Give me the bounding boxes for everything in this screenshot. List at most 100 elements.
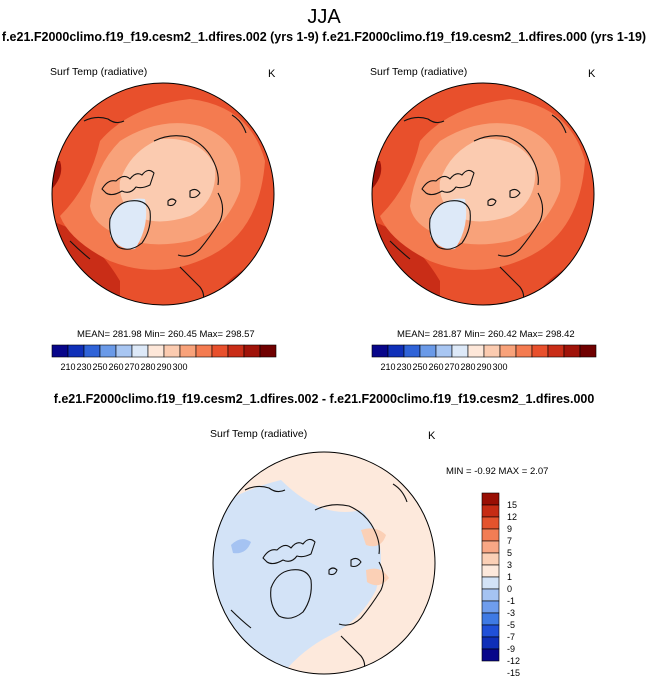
left-coastline bbox=[109, 200, 151, 250]
right-colorbar-box bbox=[419, 344, 437, 358]
diff-colorbar-box bbox=[481, 612, 500, 626]
right-colorbar-box bbox=[467, 344, 485, 358]
diff-colorbar-tick: -15 bbox=[507, 668, 520, 678]
diff-colorbar-tick: 0 bbox=[507, 584, 512, 594]
diff-colorbar-tick: 9 bbox=[507, 524, 512, 534]
diff-colorbar-tick: -5 bbox=[507, 620, 515, 630]
figure-title: JJA bbox=[307, 6, 341, 28]
left-coastline bbox=[101, 169, 155, 196]
left-coastline bbox=[189, 188, 201, 199]
diff-cold-patch bbox=[231, 539, 251, 554]
diff-colorbar-box bbox=[481, 492, 500, 506]
diff-colorbar-tick: -9 bbox=[507, 644, 515, 654]
left-colorbar-box bbox=[115, 344, 133, 358]
right-coastline bbox=[509, 188, 521, 199]
left-colorbar-box bbox=[179, 344, 197, 358]
right-colorbar-tick: 270 bbox=[444, 362, 459, 372]
left-colorbar-tick: 210 bbox=[60, 362, 75, 372]
diff-cool-region bbox=[213, 480, 381, 674]
right-field bbox=[372, 83, 594, 305]
right-coastline bbox=[551, 114, 567, 134]
difference-polar-map bbox=[212, 451, 436, 675]
diff-coastline bbox=[392, 483, 408, 503]
diff-colorbar-box bbox=[481, 600, 500, 614]
diff-colorbar-tick: 7 bbox=[507, 536, 512, 546]
diff-colorbar-tick: -7 bbox=[507, 632, 515, 642]
diff-colorbar-tick: -1 bbox=[507, 596, 515, 606]
right-coastline bbox=[403, 116, 445, 124]
right-polar-map bbox=[371, 82, 595, 306]
diff-colorbar-box bbox=[481, 516, 500, 530]
right-colorbar-box bbox=[403, 344, 421, 358]
left-colorbar-box bbox=[67, 344, 85, 358]
right-colorbar-box bbox=[451, 344, 469, 358]
difference-colorbar: 15 12 9 7 5 3 1 0 -1 -3 -5 -7 -9 -12 -15 bbox=[481, 492, 520, 678]
left-colorbar-tick: 270 bbox=[124, 362, 139, 372]
diff-coastline bbox=[270, 569, 312, 619]
left-coastline bbox=[177, 192, 224, 257]
diff-colorbar-box bbox=[481, 540, 500, 554]
diff-colorbar-box bbox=[481, 504, 500, 518]
diff-stats-text: MIN = -0.92 MAX = 2.07 bbox=[446, 466, 549, 477]
left-colorbar-box bbox=[147, 344, 165, 358]
right-colorbar-tick: 230 bbox=[396, 362, 411, 372]
left-colorbar-box bbox=[83, 344, 101, 358]
difference-title: f.e21.F2000climo.f19_f19.cesm2_1.dfires.… bbox=[53, 392, 595, 406]
left-colorbar-box bbox=[99, 344, 117, 358]
right-colorbar-box bbox=[483, 344, 501, 358]
left-colorbar-box bbox=[211, 344, 229, 358]
left-map-border bbox=[51, 82, 275, 306]
left-coastline bbox=[83, 116, 125, 124]
left-stats-text: MEAN= 281.98 Min= 260.45 Max= 298.57 bbox=[77, 329, 255, 340]
right-coastline bbox=[389, 240, 411, 260]
case-names-line: f.e21.F2000climo.f19_f19.cesm2_1.dfires.… bbox=[1, 30, 647, 44]
diff-colorbar-tick: 12 bbox=[507, 512, 517, 522]
diff-colorbar-tick: -12 bbox=[507, 656, 520, 666]
left-coastline bbox=[153, 135, 219, 186]
left-colorbar-tick: 230 bbox=[76, 362, 91, 372]
diff-coastline bbox=[230, 609, 252, 629]
diff-warm-patch bbox=[361, 528, 386, 547]
right-colorbar-box bbox=[531, 344, 549, 358]
right-colorbar-tick: 210 bbox=[380, 362, 395, 372]
diff-map-border bbox=[212, 451, 436, 675]
left-coastline bbox=[231, 114, 247, 134]
right-coastline bbox=[429, 200, 471, 250]
diff-coastline bbox=[328, 567, 338, 576]
right-colorbar-box bbox=[563, 344, 581, 358]
diff-colorbar-box bbox=[481, 648, 500, 662]
diff-colorbar-box bbox=[481, 552, 500, 566]
diff-colorbar-box bbox=[481, 624, 500, 638]
diff-coastline bbox=[350, 557, 362, 568]
diff-coastline bbox=[314, 504, 380, 555]
right-colorbar-tick: 290 bbox=[476, 362, 491, 372]
left-colorbar-tick: 250 bbox=[92, 362, 107, 372]
left-colorbar-tick: 290 bbox=[156, 362, 171, 372]
right-colorbar-tick: 260 bbox=[428, 362, 443, 372]
right-coastline bbox=[473, 135, 539, 186]
left-colorbar-box bbox=[51, 344, 69, 358]
left-colorbar-box bbox=[131, 344, 149, 358]
right-colorbar-tick: 280 bbox=[460, 362, 475, 372]
right-map-border bbox=[371, 82, 595, 306]
left-colorbar-box bbox=[195, 344, 213, 358]
diff-units-label: K bbox=[428, 430, 436, 442]
right-colorbar: 210 230 250 260 270 280 290 300 bbox=[371, 344, 597, 372]
right-coastline bbox=[421, 169, 475, 196]
diff-colorbar-tick: 1 bbox=[507, 572, 512, 582]
diff-colorbar-box bbox=[481, 636, 500, 650]
diff-colorbar-box bbox=[481, 576, 500, 590]
diff-colorbar-tick: 5 bbox=[507, 548, 512, 558]
left-colorbar-tick: 300 bbox=[172, 362, 187, 372]
right-stats-text: MEAN= 281.87 Min= 260.42 Max= 298.42 bbox=[397, 329, 575, 340]
right-colorbar-box bbox=[547, 344, 565, 358]
left-colorbar-box bbox=[227, 344, 245, 358]
left-colorbar-box bbox=[259, 344, 277, 358]
right-colorbar-tick: 250 bbox=[412, 362, 427, 372]
right-coastline bbox=[487, 198, 497, 207]
left-colorbar-box bbox=[243, 344, 261, 358]
left-colorbar: 210 230 250 260 270 280 290 300 bbox=[51, 344, 277, 372]
left-field bbox=[52, 83, 274, 305]
right-coastline bbox=[497, 192, 544, 257]
right-greenland-region bbox=[430, 198, 467, 250]
